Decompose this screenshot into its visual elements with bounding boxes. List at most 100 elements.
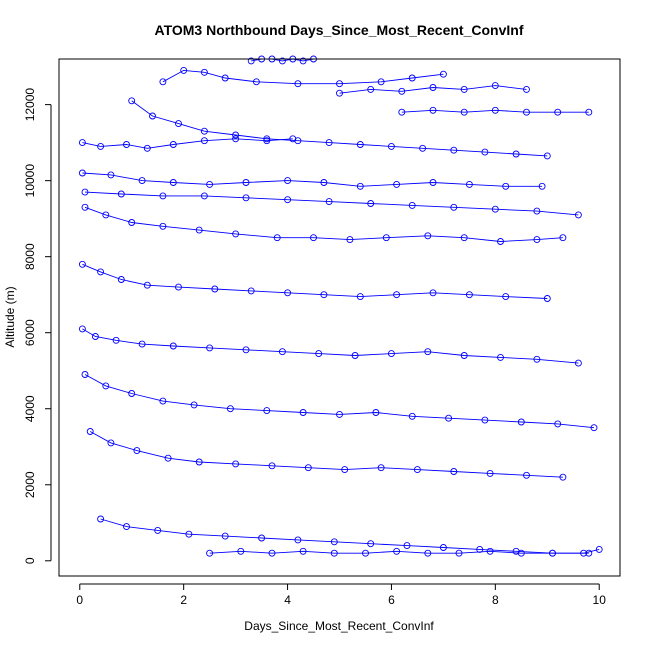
data-point [278, 348, 286, 356]
x-tick-label: 2 [180, 593, 187, 607]
data-point [382, 234, 390, 242]
series-12 [81, 188, 582, 219]
data-point [424, 348, 432, 356]
series-9 [86, 428, 567, 481]
data-point [284, 177, 292, 185]
data-point [424, 232, 432, 240]
y-tick-label: 6000 [23, 319, 37, 346]
data-point [554, 420, 562, 428]
data-point [393, 547, 401, 555]
data-point [211, 285, 219, 293]
series-8 [81, 371, 598, 432]
data-point [232, 230, 240, 238]
data-point [574, 359, 582, 367]
data-point [159, 222, 167, 230]
data-point [294, 137, 302, 145]
data-point [112, 336, 120, 344]
data-point [263, 135, 271, 143]
series-line [162, 69, 444, 85]
data-point [123, 523, 130, 531]
data-point [107, 439, 115, 447]
data-point [580, 549, 588, 557]
data-point [393, 291, 401, 299]
chart-title: ATOM3 Northbound Days_Since_Most_Recent_… [155, 22, 524, 38]
data-point [450, 146, 458, 154]
series-line [209, 548, 600, 554]
series-1 [78, 135, 297, 152]
data-point [226, 405, 234, 413]
data-point [543, 152, 551, 160]
data-point [78, 169, 86, 177]
data-point [232, 131, 240, 139]
data-point [299, 409, 307, 416]
data-point [81, 371, 89, 378]
data-point [190, 401, 198, 409]
data-point [206, 344, 214, 352]
data-point [195, 226, 203, 234]
data-point [445, 414, 453, 422]
data-point [356, 182, 364, 190]
data-point [367, 200, 375, 207]
series-line [339, 85, 527, 94]
data-point [346, 236, 354, 244]
data-point [159, 192, 167, 200]
series-11 [206, 545, 603, 557]
data-point [429, 84, 437, 91]
data-point [574, 211, 582, 219]
data-point [159, 78, 167, 86]
data-point [497, 353, 504, 361]
data-point [398, 108, 406, 116]
data-point [538, 182, 546, 190]
data-point [377, 78, 385, 86]
data-point [387, 350, 395, 358]
data-point [221, 74, 229, 82]
data-point [543, 295, 551, 302]
data-point [362, 549, 369, 557]
series-7 [78, 325, 582, 367]
x-axis-label: Days_Since_Most_Recent_ConvInf [244, 619, 434, 633]
data-point [97, 515, 105, 523]
data-point [78, 260, 86, 268]
data-point [284, 196, 292, 204]
series-line [89, 431, 563, 478]
x-tick-label: 8 [492, 593, 499, 607]
data-point [299, 57, 307, 65]
series-6 [78, 260, 551, 302]
data-point [517, 549, 525, 557]
data-point [81, 203, 89, 211]
data-point [590, 424, 598, 432]
data-point [315, 350, 323, 358]
y-tick-label: 8000 [23, 243, 37, 270]
data-point [372, 409, 380, 416]
data-point [502, 293, 510, 301]
data-point [133, 447, 141, 455]
data-point [460, 234, 468, 242]
data-point [78, 139, 86, 147]
data-point [486, 469, 494, 477]
series-line [82, 263, 548, 299]
data-point [408, 74, 416, 82]
data-point [476, 545, 484, 553]
data-point [460, 85, 468, 93]
data-point [559, 234, 567, 242]
data-point [242, 179, 250, 186]
data-point [128, 97, 136, 105]
data-point [336, 410, 343, 418]
data-point [419, 144, 427, 152]
data-point [450, 468, 458, 475]
data-point [237, 547, 245, 555]
series-15 [128, 97, 551, 160]
data-point [310, 234, 317, 242]
data-point [533, 236, 541, 244]
data-point [325, 139, 333, 147]
data-point [408, 201, 416, 209]
data-point [429, 289, 437, 297]
data-point [393, 180, 401, 188]
data-point [595, 545, 603, 553]
y-tick-label: 12000 [23, 88, 37, 122]
data-point [367, 540, 375, 548]
data-point [351, 352, 359, 359]
series-line [100, 518, 589, 554]
series-4 [78, 169, 546, 190]
data-point [330, 538, 338, 546]
